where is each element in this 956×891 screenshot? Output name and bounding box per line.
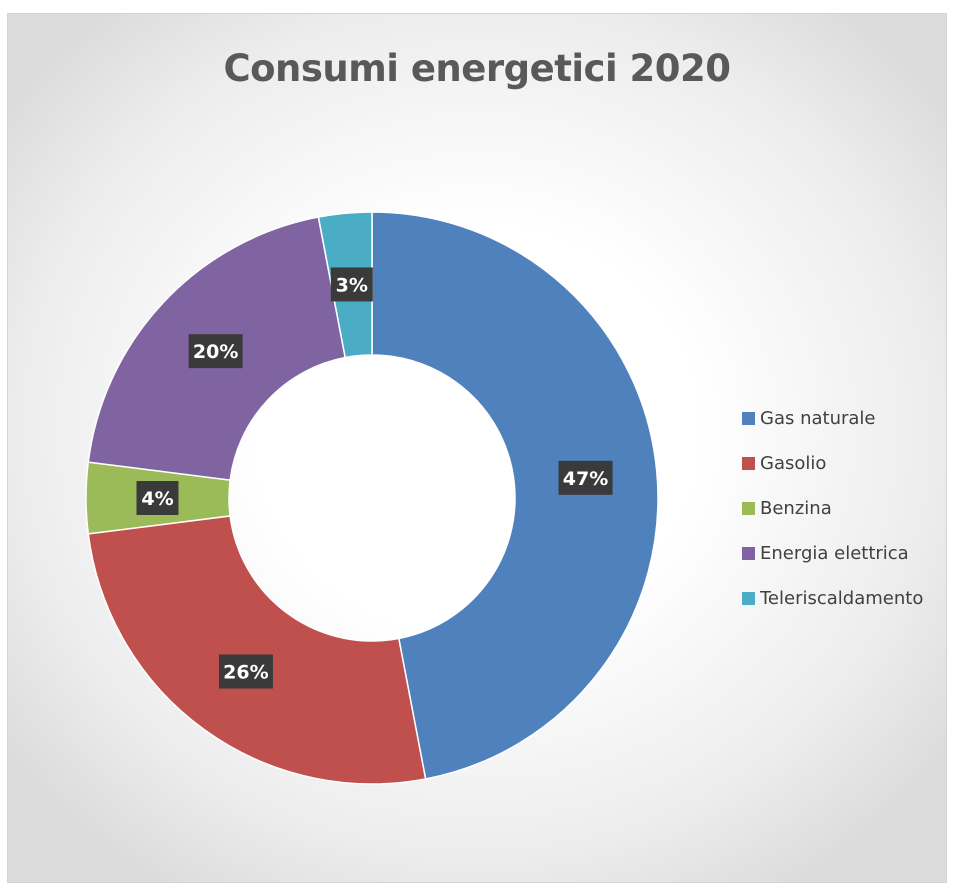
data-label-text: 20% bbox=[193, 341, 238, 363]
legend-swatch bbox=[742, 412, 755, 425]
slice-gas-naturale bbox=[371, 211, 659, 780]
data-labels: 47% 26% 4% 20% 3% bbox=[136, 267, 613, 689]
data-label-box bbox=[558, 460, 613, 495]
data-label-box bbox=[218, 654, 273, 689]
chart-legend: Gas naturale Gasolio Benzina Energia elettr… bbox=[742, 396, 923, 621]
data-label-text: 47% bbox=[563, 468, 608, 490]
legend-item-gas-naturale: Gas naturale bbox=[742, 396, 923, 441]
legend-item-benzina: Benzina bbox=[742, 486, 923, 531]
data-label-benzina: 4% bbox=[136, 481, 179, 515]
legend-item-energia-elettrica: Energia elettrica bbox=[742, 531, 923, 576]
legend-label: Benzina bbox=[760, 498, 832, 519]
data-label-gasolio: 26% bbox=[218, 654, 273, 689]
legend-swatch bbox=[742, 592, 755, 605]
chart-area: Consumi energetici 2020 47% 26% 4% 20% 3% Ga… bbox=[7, 13, 947, 883]
legend-item-gasolio: Gasolio bbox=[742, 441, 923, 486]
legend-label: Gasolio bbox=[760, 453, 827, 474]
data-label-gas-naturale: 47% bbox=[558, 460, 613, 495]
data-label-teleriscaldamento: 3% bbox=[330, 267, 373, 302]
legend-swatch bbox=[742, 547, 755, 560]
data-label-text: 3% bbox=[336, 274, 368, 296]
data-label-text: 4% bbox=[141, 488, 173, 510]
legend-label: Gas naturale bbox=[760, 408, 876, 429]
data-label-box bbox=[188, 334, 243, 369]
chart-title: Consumi energetici 2020 bbox=[223, 47, 731, 90]
legend-item-teleriscaldamento: Teleriscaldamento bbox=[742, 576, 923, 621]
data-label-text: 26% bbox=[223, 662, 268, 684]
data-label-box bbox=[136, 481, 179, 515]
legend-swatch bbox=[742, 502, 755, 515]
legend-label: Energia elettrica bbox=[760, 543, 909, 564]
data-label-energia-elettrica: 20% bbox=[188, 334, 243, 369]
data-label-box bbox=[330, 267, 373, 302]
slice-gasolio bbox=[87, 515, 427, 785]
legend-label: Teleriscaldamento bbox=[760, 588, 924, 609]
legend-swatch bbox=[742, 457, 755, 470]
donut-chart: 47% 26% 4% 20% 3% bbox=[85, 211, 659, 785]
